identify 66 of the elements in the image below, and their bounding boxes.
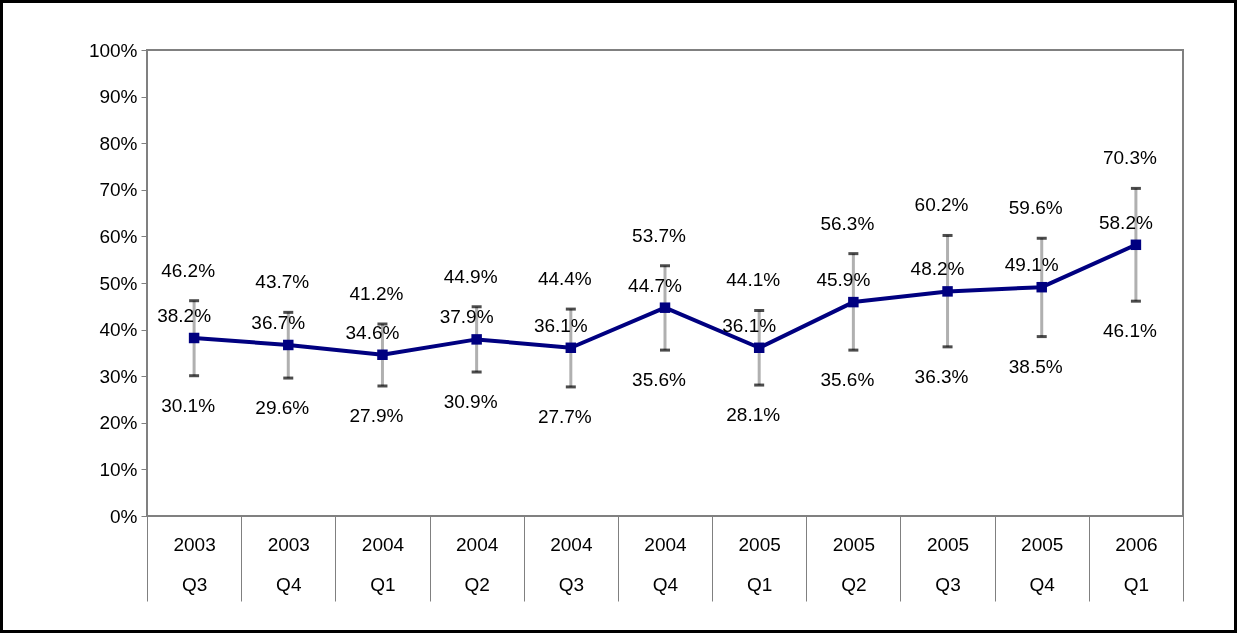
annotation: 53.7%	[632, 224, 687, 246]
data-label: 36.7%	[251, 311, 306, 333]
y-tick-label: 70%	[99, 179, 138, 201]
annotation: 56.3%	[820, 212, 875, 234]
point	[659, 302, 671, 313]
x-tick-label: 2005 Q2	[832, 533, 875, 595]
annotation: 46.1%	[1102, 320, 1157, 342]
x-tick-label: 2004 Q3	[550, 533, 593, 595]
x-tick-label: 2005 Q4	[1021, 533, 1064, 595]
annotation: 43.7%	[255, 271, 310, 293]
x-tick-label: 2004 Q1	[361, 533, 405, 595]
annotation: 41.2%	[349, 283, 404, 305]
y-tick-label: 100%	[88, 39, 138, 61]
point	[471, 334, 482, 345]
point	[565, 342, 577, 354]
data-label: 37.9%	[439, 306, 494, 328]
data-label: 58.2%	[1098, 211, 1153, 233]
data-label: 44.7%	[628, 274, 683, 296]
y-tick-label: 20%	[99, 412, 138, 434]
data-label: 36.1%	[722, 314, 777, 336]
annotation: 35.6%	[632, 369, 687, 391]
annotation: 44.4%	[537, 268, 592, 290]
y-tick-label: 40%	[99, 319, 138, 341]
annotation: 36.3%	[914, 365, 969, 387]
x-tick-label: 2003 Q4	[267, 533, 310, 595]
point	[753, 342, 765, 354]
annotation: 29.6%	[255, 397, 310, 419]
annotation: 28.1%	[726, 404, 781, 426]
point	[283, 339, 294, 351]
annotation: 30.9%	[443, 391, 498, 413]
x-tick-label: 2005 Q3	[926, 533, 970, 595]
x-tick-label: 2003 Q3	[173, 533, 216, 595]
data-label: 34.6%	[345, 321, 400, 343]
annotation: 59.6%	[1008, 197, 1063, 219]
y-tick-label: 30%	[99, 365, 138, 387]
y-tick-label: 50%	[99, 272, 138, 294]
y-tick-label: 10%	[99, 458, 138, 480]
data-label: 36.1%	[533, 314, 588, 336]
data-label: 38.2%	[157, 304, 212, 326]
y-tick-label: 0%	[110, 505, 138, 527]
x-tick-label: 2005 Q1	[738, 533, 781, 595]
y-tick-label: 80%	[99, 132, 138, 154]
annotation: 46.2%	[161, 259, 216, 281]
annotation: 38.5%	[1008, 355, 1063, 377]
point	[377, 349, 388, 361]
data-label: 48.2%	[910, 258, 965, 280]
data-label: 49.1%	[1004, 254, 1059, 276]
point	[848, 296, 859, 308]
x-tick-label: 2004 Q2	[456, 533, 499, 595]
annotation: 35.6%	[820, 369, 875, 391]
annotation: 30.1%	[161, 394, 216, 416]
annotation: 70.3%	[1102, 147, 1157, 169]
point	[1036, 281, 1047, 293]
annotation: 44.9%	[443, 265, 498, 287]
y-tick-label: 90%	[99, 86, 138, 108]
x-tick-label: 2006 Q1	[1115, 533, 1158, 595]
point	[188, 332, 200, 344]
y-tick-label: 60%	[99, 225, 138, 247]
annotation: 60.2%	[914, 194, 969, 216]
annotation: 27.9%	[349, 404, 404, 426]
data-label: 45.9%	[816, 269, 871, 291]
x-tick-label: 2004 Q4	[644, 533, 688, 595]
point	[1130, 239, 1142, 251]
point	[942, 286, 953, 297]
annotation: 44.1%	[726, 269, 781, 291]
annotation: 27.7%	[537, 405, 592, 427]
